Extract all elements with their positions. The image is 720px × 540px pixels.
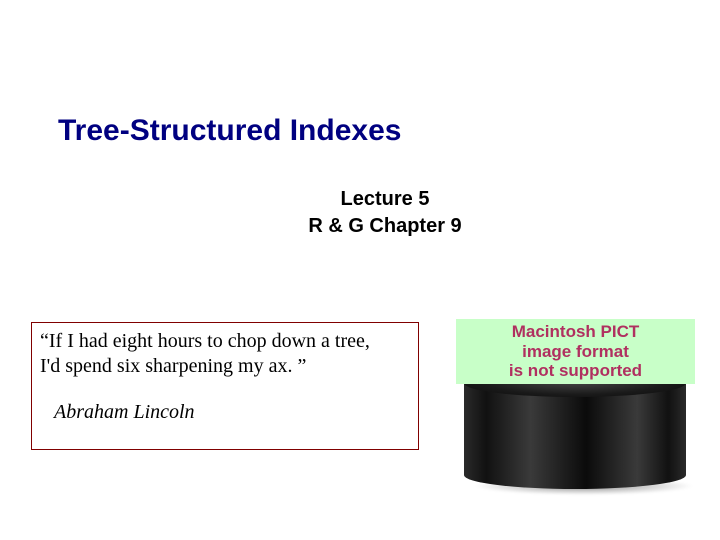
slide: Tree-Structured Indexes Lecture 5 R & G … xyxy=(0,0,720,540)
placeholder-line-3: is not supported xyxy=(509,361,642,381)
quote-attribution: Abraham Lincoln xyxy=(54,401,410,424)
quote-line-1: “If I had eight hours to chop down a tre… xyxy=(40,329,410,354)
quote-line-2: I'd spend six sharpening my ax. ” xyxy=(40,354,410,379)
pict-placeholder: Macintosh PICT image format is not suppo… xyxy=(456,319,695,384)
cylinder-bottom xyxy=(464,461,686,489)
quote-text: “If I had eight hours to chop down a tre… xyxy=(40,329,410,379)
cylinder-graphic xyxy=(464,369,686,489)
subtitle-line-1: Lecture 5 xyxy=(270,186,500,213)
placeholder-line-2: image format xyxy=(522,342,629,362)
image-area: Macintosh PICT image format is not suppo… xyxy=(456,319,695,489)
placeholder-line-1: Macintosh PICT xyxy=(512,322,640,342)
quote-box: “If I had eight hours to chop down a tre… xyxy=(31,322,419,450)
slide-title: Tree-Structured Indexes xyxy=(58,114,401,148)
subtitle-line-2: R & G Chapter 9 xyxy=(270,213,500,240)
subtitle-block: Lecture 5 R & G Chapter 9 xyxy=(270,186,500,240)
